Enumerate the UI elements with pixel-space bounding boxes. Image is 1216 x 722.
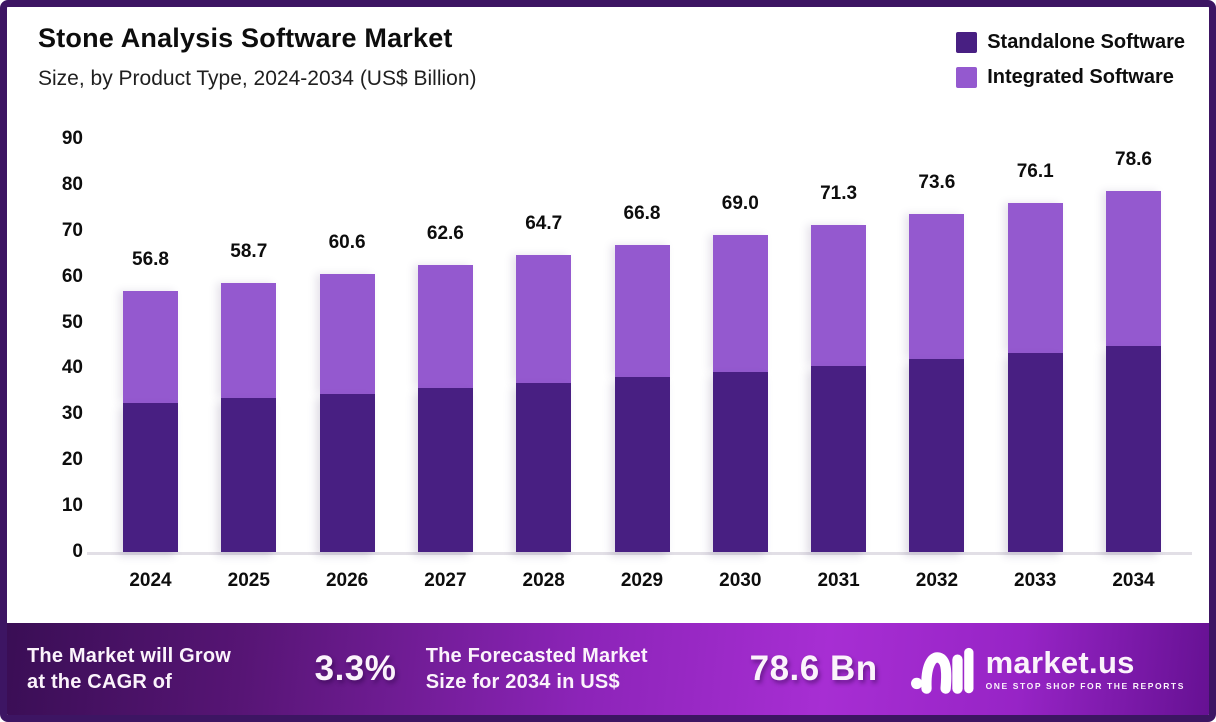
y-tick-label: 60 — [61, 265, 83, 287]
bar-segment-integrated — [319, 273, 375, 394]
bar-total-label: 76.1 — [1016, 160, 1054, 182]
bar-segment-integrated — [1007, 202, 1063, 353]
bar-segment-integrated — [712, 235, 768, 372]
bar-total-label: 64.7 — [525, 213, 563, 235]
bar-segment-integrated — [614, 245, 670, 378]
y-tick-label: 70 — [61, 219, 83, 241]
bar-segment-standalone — [221, 398, 277, 552]
legend-item-integrated: Integrated Software — [956, 66, 1185, 89]
x-tick-label: 2029 — [620, 570, 664, 591]
x-tick-label: 2033 — [1014, 570, 1057, 591]
y-tick-label: 50 — [61, 311, 83, 333]
bar-total-label: 66.8 — [623, 203, 661, 225]
bar-segment-standalone — [1007, 352, 1063, 552]
bar-segment-standalone — [319, 393, 375, 552]
forecast-text: The Forecasted Market Size for 2034 in U… — [426, 643, 718, 695]
plot-area: 0 10 20 30 40 50 60 70 80 90 56.8 2024 58.7 2025 60.6 2… — [7, 7, 1209, 623]
chart-legend: Standalone Software Integrated Software — [956, 31, 1185, 89]
legend-item-standalone: Standalone Software — [956, 31, 1185, 54]
cagr-text-line2: at the CAGR of — [27, 671, 173, 693]
bar-total-label: 73.6 — [918, 172, 956, 194]
bar-segment-standalone — [811, 365, 867, 552]
x-tick-label: 2027 — [424, 570, 467, 591]
bar-segment-integrated — [1106, 191, 1161, 347]
bar-segment-standalone — [516, 382, 572, 552]
bar-segment-standalone — [123, 403, 178, 552]
y-tick-label: 20 — [61, 449, 83, 471]
bar-segment-standalone — [909, 359, 965, 552]
bar-segment-integrated — [516, 255, 572, 383]
cagr-text: The Market will Grow at the CAGR of — [27, 643, 285, 695]
y-tick-label: 30 — [61, 403, 83, 425]
legend-swatch-integrated-icon — [956, 67, 978, 88]
bar-segment-standalone — [417, 388, 473, 552]
y-tick-label: 0 — [72, 541, 83, 562]
page-title: Stone Analysis Software Market — [38, 23, 453, 53]
bottom-banner: The Market will Grow at the CAGR of 3.3%… — [7, 623, 1209, 715]
chart-card: Stone Analysis Software Market Size, by … — [7, 7, 1209, 623]
chart-subtitle: Size, by Product Type, 2024-2034 (US$ Bi… — [38, 67, 477, 90]
x-tick-label: 2031 — [817, 570, 860, 591]
y-tick-label: 10 — [61, 495, 83, 517]
bar-segment-integrated — [811, 224, 867, 366]
bar-total-label: 60.6 — [328, 231, 366, 253]
marketus-logo: market.us ONE STOP SHOP FOR THE REPORTS — [910, 641, 1185, 697]
x-tick-label: 2024 — [129, 570, 172, 591]
y-tick-label: 80 — [61, 173, 83, 195]
bar-segment-integrated — [417, 264, 473, 389]
logo-name: market.us — [985, 644, 1135, 680]
forecast-text-line1: The Forecasted Market — [425, 645, 648, 667]
bar-segment-standalone — [712, 371, 768, 552]
y-tick-label: 40 — [61, 357, 83, 379]
logo-tagline: ONE STOP SHOP FOR THE REPORTS — [985, 680, 1185, 691]
marketus-logo-icon — [910, 647, 974, 694]
bar-total-label: 62.6 — [426, 222, 464, 244]
forecast-value: 78.6 Bn — [749, 649, 878, 688]
bar-total-label: 56.8 — [132, 249, 169, 271]
bar-segment-integrated — [909, 214, 965, 360]
bar-total-label: 69.0 — [721, 193, 759, 215]
legend-swatch-standalone-icon — [956, 32, 978, 53]
legend-label: Integrated Software — [987, 66, 1174, 88]
bar-total-label: 58.7 — [230, 240, 268, 262]
legend-label: Standalone Software — [987, 31, 1185, 53]
x-axis-baseline — [87, 552, 1192, 555]
x-tick-label: 2034 — [1112, 570, 1155, 591]
y-tick-label: 90 — [61, 127, 83, 149]
cagr-text-line1: The Market will Grow — [27, 645, 232, 667]
marketus-logo-text: market.us ONE STOP SHOP FOR THE REPORTS — [985, 644, 1185, 691]
x-tick-label: 2028 — [522, 570, 565, 591]
bar-segment-standalone — [1106, 346, 1161, 552]
x-tick-label: 2026 — [325, 570, 369, 591]
x-tick-label: 2025 — [227, 570, 270, 591]
bar-segment-standalone — [614, 377, 670, 552]
bar-total-label: 78.6 — [1115, 149, 1152, 171]
x-tick-label: 2030 — [719, 570, 762, 591]
cagr-value: 3.3% — [314, 649, 397, 688]
bar-segment-integrated — [123, 291, 178, 404]
bar-segment-integrated — [221, 282, 277, 399]
bar-total-label: 71.3 — [820, 182, 858, 204]
forecast-text-line2: Size for 2034 in US$ — [425, 671, 620, 693]
x-tick-label: 2032 — [915, 570, 959, 591]
